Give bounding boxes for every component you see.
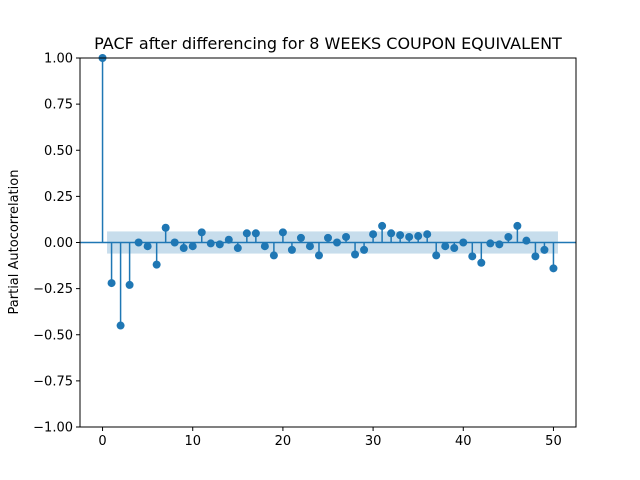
marker-lag-10 xyxy=(188,242,197,251)
marker-lag-6 xyxy=(152,260,161,269)
marker-lag-32 xyxy=(387,229,396,238)
plot-area: 0 10 20 30 40 50 −1.00 −0.75 −0.50 −0.25 0.00 0.25 0… xyxy=(33,52,577,449)
marker-lag-24 xyxy=(314,251,323,260)
x-tick-label-30: 30 xyxy=(365,434,382,449)
marker-lag-40 xyxy=(459,238,468,247)
x-tick-label-20: 20 xyxy=(275,434,292,449)
marker-lag-41 xyxy=(468,252,477,261)
marker-lag-4 xyxy=(134,238,143,247)
marker-lag-34 xyxy=(405,232,414,241)
marker-lag-42 xyxy=(477,258,486,267)
marker-lag-30 xyxy=(369,230,378,239)
x-tick-label-40: 40 xyxy=(455,434,472,449)
marker-lag-11 xyxy=(197,228,206,237)
marker-lag-27 xyxy=(342,232,351,241)
y-tick-label-4: 0.00 xyxy=(44,236,73,251)
marker-lag-20 xyxy=(278,228,287,237)
marker-lag-17 xyxy=(251,229,260,238)
marker-lag-15 xyxy=(233,244,242,253)
marker-lag-5 xyxy=(143,242,152,251)
y-tick-label-7: 0.75 xyxy=(44,98,73,113)
marker-lag-44 xyxy=(495,240,504,249)
marker-lag-45 xyxy=(504,232,513,241)
y-tick-label-5: 0.25 xyxy=(44,190,73,205)
chart-title: PACF after differencing for 8 WEEKS COUP… xyxy=(94,34,562,53)
marker-lag-37 xyxy=(432,251,441,260)
marker-lag-14 xyxy=(224,235,233,244)
marker-lag-7 xyxy=(161,223,170,232)
marker-lag-1 xyxy=(107,279,116,288)
marker-lag-48 xyxy=(531,252,540,261)
marker-lag-26 xyxy=(333,238,342,247)
y-tick-label-2: −0.50 xyxy=(33,328,73,343)
x-tick-label-10: 10 xyxy=(184,434,201,449)
marker-lag-35 xyxy=(414,232,423,241)
marker-lag-21 xyxy=(287,245,296,254)
marker-lag-47 xyxy=(522,236,531,245)
y-tick-label-3: −0.25 xyxy=(33,282,73,297)
marker-lag-13 xyxy=(215,240,224,249)
marker-lag-22 xyxy=(296,233,305,242)
marker-lag-33 xyxy=(396,231,405,240)
marker-lag-12 xyxy=(206,239,215,248)
y-tick-label-1: −0.75 xyxy=(33,374,73,389)
marker-lag-28 xyxy=(351,250,360,259)
marker-lag-50 xyxy=(549,264,558,273)
marker-lag-31 xyxy=(378,221,387,230)
marker-lag-18 xyxy=(260,242,269,251)
marker-lag-23 xyxy=(305,242,314,251)
y-tick-label-6: 0.50 xyxy=(44,144,73,159)
marker-lag-46 xyxy=(513,221,522,230)
marker-lag-8 xyxy=(170,238,179,247)
marker-lag-29 xyxy=(360,245,369,254)
marker-lag-39 xyxy=(450,244,459,253)
marker-lag-19 xyxy=(269,251,278,260)
marker-lag-25 xyxy=(324,233,332,242)
marker-lag-36 xyxy=(423,230,432,239)
y-tick-label-0: −1.00 xyxy=(33,421,73,436)
x-tick-label-0: 0 xyxy=(98,434,106,449)
y-axis-label: Partial Autocorrelation xyxy=(7,170,22,315)
marker-lag-16 xyxy=(242,229,251,238)
marker-lag-49 xyxy=(540,245,549,254)
y-tick-label-8: 1.00 xyxy=(44,52,73,67)
marker-lag-3 xyxy=(125,280,134,289)
x-tick-label-50: 50 xyxy=(545,434,562,449)
marker-lag-43 xyxy=(486,239,495,248)
marker-lag-9 xyxy=(179,244,188,253)
marker-lag-38 xyxy=(441,242,450,251)
marker-lag-2 xyxy=(116,321,125,330)
